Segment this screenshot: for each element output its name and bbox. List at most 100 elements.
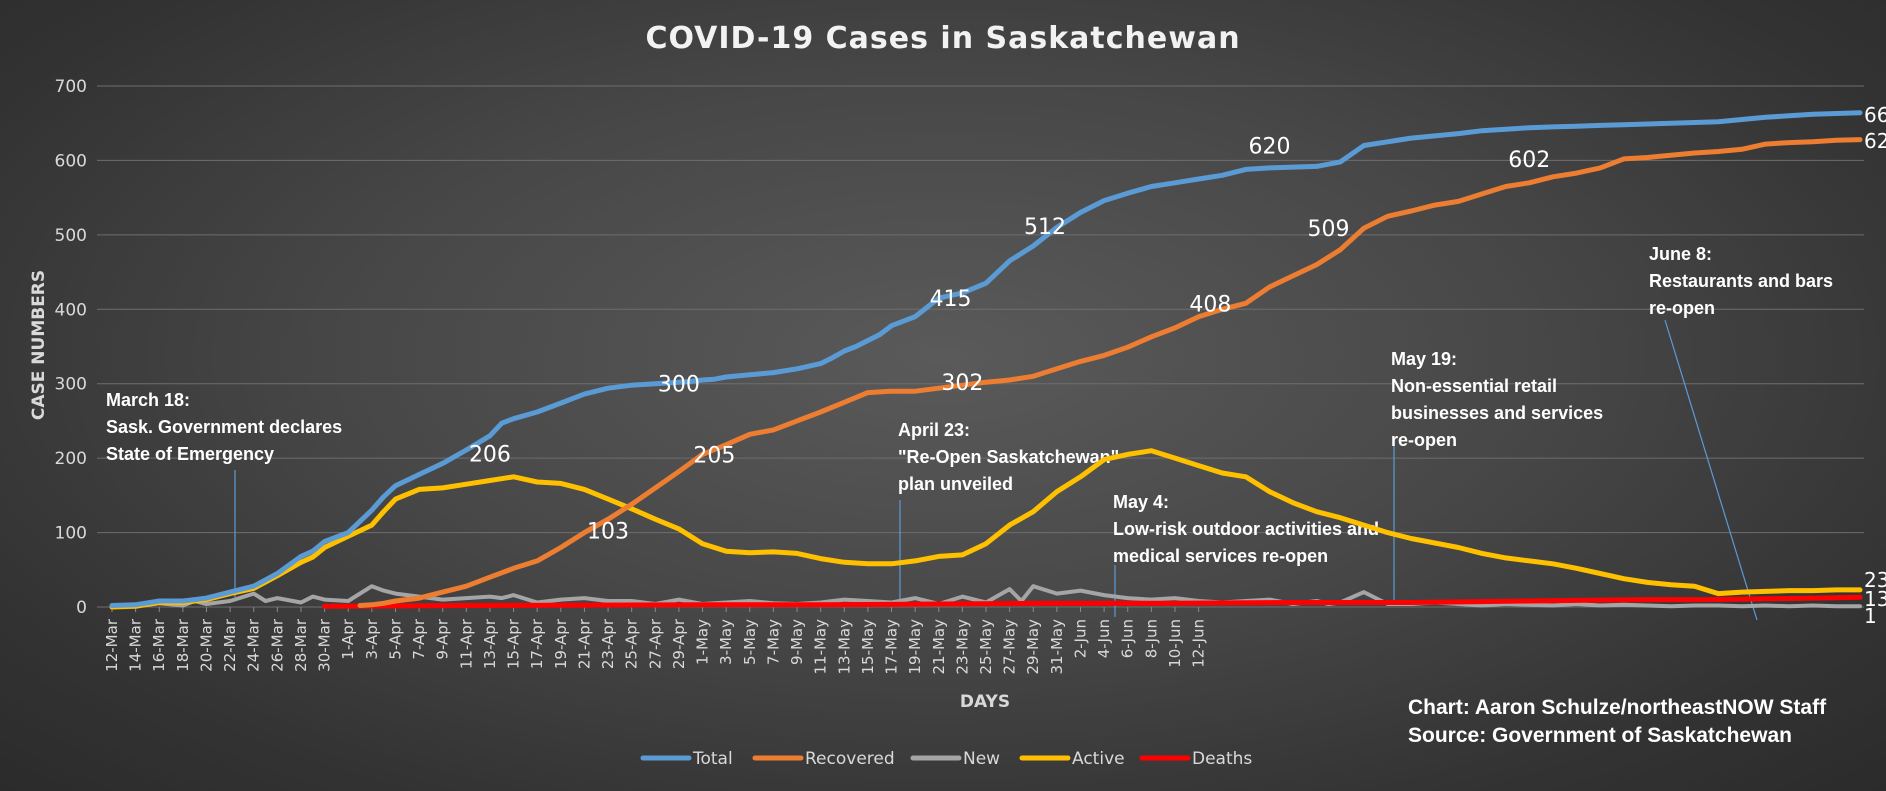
x-tick-label: 26-Mar [268, 618, 286, 672]
x-tick-label: 9-May [788, 619, 806, 665]
end-label-deaths: 13 [1864, 587, 1886, 611]
annotation-text: Low-risk outdoor activities and [1113, 519, 1379, 539]
y-tick-label: 600 [55, 151, 87, 171]
y-tick-label: 300 [55, 375, 87, 395]
x-tick-label: 29-Apr [670, 618, 688, 669]
legend-label: Recovered [805, 749, 895, 769]
data-label: 302 [941, 371, 983, 396]
data-labels: 206 300 415 512 620 205 302 408 509 602 103 664628 2… [469, 103, 1886, 628]
annotation-text: medical services re-open [1113, 546, 1328, 566]
annotation-text: plan unveiled [898, 474, 1013, 494]
end-label-total: 664 [1864, 103, 1886, 127]
x-tick-label: 7-May [764, 619, 782, 665]
x-tick-label: 21-Apr [575, 618, 593, 669]
x-tick-label: 30-Mar [316, 618, 334, 672]
gridlines [97, 85, 1864, 608]
annotation-text: Sask. Government declares [106, 417, 342, 437]
data-label: 205 [693, 443, 735, 468]
annotation-text: May 19: [1391, 349, 1457, 369]
y-tick-label: 200 [55, 449, 87, 469]
annotation-text: June 8: [1649, 244, 1712, 264]
data-label: 620 [1248, 135, 1290, 160]
x-tick-label: 19-May [906, 619, 924, 675]
x-tick-label: 25-Apr [623, 618, 641, 669]
annotation-text: State of Emergency [106, 444, 274, 464]
series-line-active [109, 448, 1863, 610]
x-tick-label: 11-Apr [457, 618, 475, 669]
data-label: 602 [1508, 148, 1550, 173]
annotation-text: businesses and services [1391, 403, 1603, 423]
data-label: 206 [469, 443, 511, 468]
x-tick-label: 15-Apr [505, 618, 523, 669]
annotation-text: April 23: [898, 420, 970, 440]
x-tick-label: 10-Jun [1166, 619, 1184, 668]
legend-label: Active [1072, 749, 1125, 769]
series-line-total [109, 110, 1863, 608]
x-tick-label: 22-Mar [221, 618, 239, 672]
x-tick-label: 9-Apr [434, 618, 452, 659]
x-tick-label: 2-Jun [1071, 619, 1089, 658]
x-tick-label: 13-Apr [481, 618, 499, 669]
y-tick-label: 700 [55, 77, 87, 97]
x-tick-label: 18-Mar [174, 618, 192, 672]
x-tick-label: 24-Mar [245, 618, 263, 672]
x-tick-label: 12-Mar [103, 618, 121, 672]
annotation-text: re-open [1391, 430, 1457, 450]
x-tick-label: 15-May [859, 619, 877, 675]
x-tick-label: 6-Jun [1119, 619, 1137, 658]
x-tick-label: 4-Jun [1095, 619, 1113, 658]
annotation-text: "Re-Open Saskatchewan" [898, 447, 1119, 467]
x-tick-label: 29-May [1024, 619, 1042, 675]
legend-label: New [963, 749, 1000, 769]
x-tick-label: 20-Mar [197, 618, 215, 672]
x-tick-label: 11-May [812, 619, 830, 675]
end-label-active: 23 [1864, 568, 1886, 592]
y-tick-label: 0 [76, 598, 87, 618]
series-line-deaths [322, 594, 1863, 609]
x-tick-label: 8-Jun [1142, 619, 1160, 658]
x-axis-ticks: 12-Mar 14-Mar 16-Mar 18-Mar 20-Mar 22-Mar 24-M… [103, 607, 1208, 675]
x-tick-label: 17-Apr [528, 618, 546, 669]
x-tick-label: 16-Mar [150, 618, 168, 672]
legend: Total Recovered New Active Deaths [640, 749, 1252, 769]
x-tick-label: 1-Apr [339, 618, 357, 659]
annotations: March 18: Sask. Government declares State … [106, 244, 1833, 621]
x-tick-label: 27-May [1001, 619, 1019, 675]
x-tick-label: 3-May [717, 619, 735, 665]
annotation-text: re-open [1649, 298, 1715, 318]
legend-label: Total [692, 749, 733, 769]
x-tick-label: 31-May [1048, 619, 1066, 675]
y-axis-ticks: 0 100 200 300 400 500 600 700 [55, 77, 87, 618]
x-tick-label: 7-Apr [410, 618, 428, 659]
credit-line: Source: Government of Saskatchewan [1408, 724, 1792, 747]
x-tick-label: 27-Apr [646, 618, 664, 669]
y-tick-label: 400 [55, 300, 87, 320]
x-tick-label: 19-Apr [552, 618, 570, 669]
data-label: 509 [1308, 217, 1350, 242]
x-tick-label: 13-May [835, 619, 853, 675]
x-tick-label: 25-May [977, 619, 995, 675]
annotation-text: Restaurants and bars [1649, 271, 1833, 291]
credit-line: Chart: Aaron Schulze/northeastNOW Staff [1408, 696, 1827, 719]
x-tick-label: 14-Mar [127, 618, 145, 672]
chart-title: COVID-19 Cases in Saskatchewan [645, 21, 1240, 56]
end-label-recovered: 628 [1864, 129, 1886, 153]
x-tick-label: 23-Apr [599, 618, 617, 669]
x-tick-label: 1-May [694, 619, 712, 665]
data-label: 103 [587, 519, 629, 544]
x-axis-label: DAYS [960, 692, 1010, 712]
y-axis-label: CASE NUMBERS [29, 270, 49, 420]
x-tick-label: 3-Apr [363, 618, 381, 659]
y-tick-label: 500 [55, 226, 87, 246]
series-line-new [110, 584, 1862, 609]
series-line-recovered [357, 137, 1863, 608]
x-tick-label: 12-Jun [1190, 619, 1208, 668]
x-tick-label: 23-May [953, 619, 971, 675]
y-tick-label: 100 [55, 524, 87, 544]
x-tick-label: 17-May [883, 619, 901, 675]
annotation-text: Non-essential retail [1391, 376, 1557, 396]
data-label: 408 [1189, 292, 1231, 317]
series-lines [109, 110, 1863, 610]
x-tick-label: 5-May [741, 619, 759, 665]
